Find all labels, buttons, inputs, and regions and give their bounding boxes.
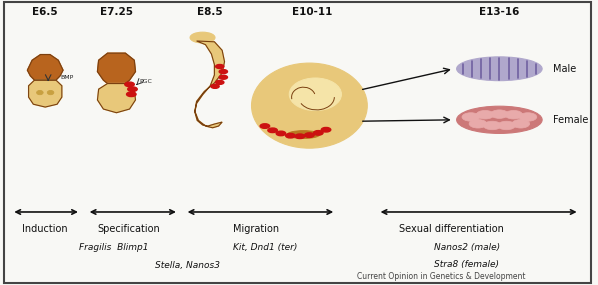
Text: Induction: Induction <box>22 224 68 234</box>
Circle shape <box>260 124 270 128</box>
Circle shape <box>321 127 331 132</box>
Circle shape <box>219 75 227 79</box>
Text: BMP: BMP <box>60 75 74 80</box>
Polygon shape <box>97 84 136 113</box>
Text: Kit, Dnd1 (ter): Kit, Dnd1 (ter) <box>233 243 297 252</box>
Text: Nanos2 (male): Nanos2 (male) <box>434 243 500 252</box>
Circle shape <box>512 119 530 128</box>
Polygon shape <box>29 80 62 107</box>
Text: Male: Male <box>553 64 576 74</box>
Text: Fragilis  Blimp1: Fragilis Blimp1 <box>79 243 148 252</box>
Ellipse shape <box>252 63 367 148</box>
Circle shape <box>286 133 295 138</box>
Circle shape <box>469 119 487 128</box>
Circle shape <box>276 131 286 136</box>
Circle shape <box>462 113 480 121</box>
Circle shape <box>498 121 515 130</box>
Circle shape <box>519 113 537 121</box>
Circle shape <box>216 80 224 84</box>
Circle shape <box>490 110 508 118</box>
Circle shape <box>127 92 136 97</box>
Circle shape <box>125 82 135 87</box>
Text: Stella, Nanos3: Stella, Nanos3 <box>155 261 220 270</box>
Text: E13-16: E13-16 <box>479 7 520 17</box>
Circle shape <box>211 84 219 88</box>
Polygon shape <box>28 55 63 80</box>
Ellipse shape <box>287 131 320 139</box>
Circle shape <box>219 70 227 74</box>
Polygon shape <box>195 41 224 128</box>
Ellipse shape <box>457 57 542 81</box>
Text: Specification: Specification <box>97 224 160 234</box>
Text: Stra8 (female): Stra8 (female) <box>434 260 499 269</box>
Ellipse shape <box>190 32 215 43</box>
Text: Sexual differentiation: Sexual differentiation <box>399 224 504 234</box>
Ellipse shape <box>457 106 542 133</box>
Circle shape <box>268 128 277 133</box>
Polygon shape <box>97 53 136 84</box>
Text: Migration: Migration <box>233 224 279 234</box>
Text: E10-11: E10-11 <box>292 7 332 17</box>
Circle shape <box>128 87 137 91</box>
Circle shape <box>483 121 501 130</box>
Text: PGC: PGC <box>139 79 152 84</box>
Text: E7.25: E7.25 <box>100 7 133 17</box>
Ellipse shape <box>322 67 335 73</box>
Circle shape <box>313 131 323 135</box>
Ellipse shape <box>36 90 43 95</box>
Ellipse shape <box>47 90 54 95</box>
Circle shape <box>216 64 224 68</box>
Text: E6.5: E6.5 <box>32 7 58 17</box>
Text: Current Opinion in Genetics & Development: Current Opinion in Genetics & Developmen… <box>357 272 526 282</box>
Circle shape <box>476 111 494 119</box>
Ellipse shape <box>289 78 341 111</box>
Circle shape <box>304 133 314 137</box>
Circle shape <box>295 134 304 139</box>
Circle shape <box>505 111 523 119</box>
Text: Female: Female <box>553 115 588 125</box>
Text: E8.5: E8.5 <box>197 7 223 17</box>
